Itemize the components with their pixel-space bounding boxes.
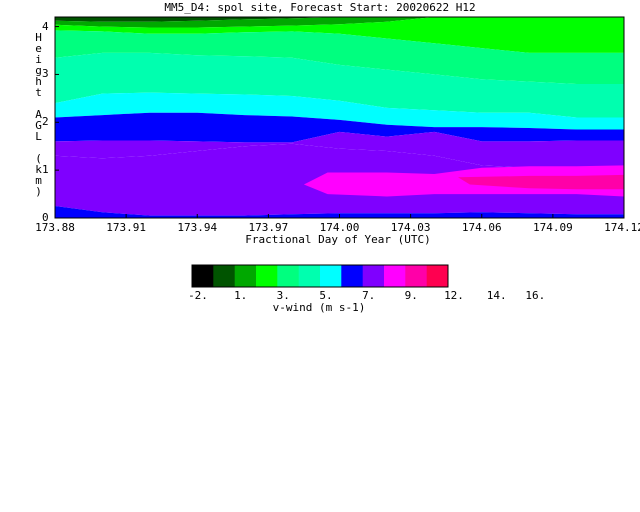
colorbar-swatch bbox=[384, 265, 406, 287]
y-axis-label-char: e bbox=[35, 42, 42, 55]
y-axis-label-char: t bbox=[35, 86, 42, 99]
y-axis-label-char: g bbox=[35, 64, 42, 77]
y-axis-label-char: k bbox=[35, 163, 42, 176]
pink-region bbox=[458, 174, 624, 190]
x-tick-label: 174.12 bbox=[604, 221, 640, 234]
y-tick-label: 1 bbox=[42, 163, 49, 177]
x-tick-label: 174.06 bbox=[461, 221, 502, 234]
colorbar-swatch bbox=[277, 265, 300, 287]
contour-band-7 bbox=[55, 131, 624, 168]
y-axis-label-char: H bbox=[35, 31, 42, 44]
colorbar-swatch bbox=[405, 265, 428, 287]
y-axis-label-char: ( bbox=[35, 152, 42, 165]
x-tick-label: 173.88 bbox=[35, 221, 75, 234]
contour-band-0 bbox=[55, 17, 624, 22]
y-axis-label-char: m bbox=[35, 174, 42, 187]
colorbar-tick-label: 7. bbox=[362, 289, 376, 302]
y-axis-label-char: i bbox=[35, 53, 42, 66]
magenta-region bbox=[303, 165, 624, 197]
axis-ticks bbox=[54, 26, 625, 219]
colorbar-swatch bbox=[192, 265, 214, 287]
contour-band-4 bbox=[55, 52, 624, 118]
colorbar-swatch bbox=[320, 265, 342, 287]
colorbar-swatch bbox=[256, 265, 278, 287]
colorbar-tick-label: 14. bbox=[486, 289, 507, 302]
colorbar-tick-label: 9. bbox=[404, 289, 418, 302]
y-tick-label: 3 bbox=[42, 67, 49, 81]
colorbar-swatch bbox=[426, 265, 449, 287]
contour-band-6 bbox=[55, 112, 624, 143]
y-tick-label: 4 bbox=[42, 19, 49, 33]
colorbar-swatch bbox=[298, 265, 321, 287]
y-tick-label: 0 bbox=[42, 211, 49, 224]
colorbar-tick-label: 1. bbox=[234, 289, 248, 302]
colorbar-frame bbox=[191, 264, 449, 288]
colorbar-tick-label: -2. bbox=[188, 289, 208, 302]
x-tick-label: 174.03 bbox=[390, 221, 431, 234]
chart-title: MM5_D4: spol site, Forecast Start: 20020… bbox=[164, 1, 476, 14]
y-axis-label-char: L bbox=[35, 130, 42, 143]
y-axis-label-char: G bbox=[35, 119, 42, 132]
colorbar-swatch bbox=[213, 265, 236, 287]
colorbar-tick-label: 5. bbox=[319, 289, 333, 302]
contour-band-2 bbox=[55, 17, 624, 53]
x-tick-label: 173.94 bbox=[177, 221, 218, 234]
colorbar-tick-label: 3. bbox=[276, 289, 290, 302]
y-axis-label-char: ) bbox=[35, 185, 42, 198]
colorbar bbox=[191, 264, 449, 288]
x-tick-label: 174.09 bbox=[533, 221, 573, 234]
colorbar-label: v-wind (m s-1) bbox=[272, 301, 366, 314]
x-tick-label: 173.97 bbox=[248, 221, 289, 234]
x-axis-label: Fractional Day of Year (UTC) bbox=[245, 233, 431, 246]
x-tick-label: 174.00 bbox=[319, 221, 360, 234]
contour-band-3 bbox=[55, 30, 624, 84]
y-axis-label-char: A bbox=[35, 108, 42, 121]
y-axis-label-char: h bbox=[35, 75, 42, 88]
colorbar-swatch bbox=[234, 265, 257, 287]
y-tick-label: 2 bbox=[42, 115, 49, 129]
x-tick-label: 173.91 bbox=[106, 221, 146, 234]
colorbar-tick-label: 12. bbox=[444, 289, 464, 302]
colorbar-swatch bbox=[341, 265, 364, 287]
contour-band-1 bbox=[55, 17, 624, 28]
colorbar-swatch bbox=[362, 265, 385, 287]
colorbar-tick-label: 16. bbox=[525, 289, 546, 302]
contour-band-5 bbox=[55, 92, 624, 130]
contour-fills bbox=[55, 17, 624, 218]
